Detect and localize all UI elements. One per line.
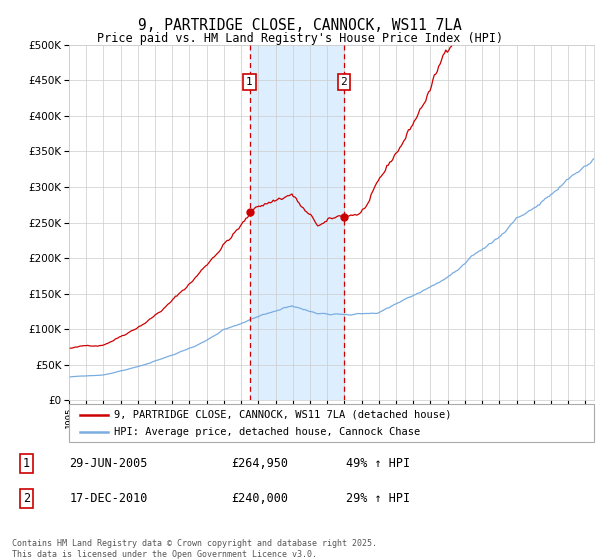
Text: 9, PARTRIDGE CLOSE, CANNOCK, WS11 7LA (detached house): 9, PARTRIDGE CLOSE, CANNOCK, WS11 7LA (d… bbox=[113, 409, 451, 419]
Text: 1: 1 bbox=[246, 77, 253, 87]
FancyBboxPatch shape bbox=[69, 404, 594, 442]
Text: 2: 2 bbox=[23, 492, 30, 505]
Text: £240,000: £240,000 bbox=[231, 492, 288, 505]
Text: 29% ↑ HPI: 29% ↑ HPI bbox=[346, 492, 410, 505]
Text: Contains HM Land Registry data © Crown copyright and database right 2025.
This d: Contains HM Land Registry data © Crown c… bbox=[12, 539, 377, 559]
Text: 2: 2 bbox=[340, 77, 347, 87]
Text: Price paid vs. HM Land Registry's House Price Index (HPI): Price paid vs. HM Land Registry's House … bbox=[97, 32, 503, 45]
Text: 49% ↑ HPI: 49% ↑ HPI bbox=[346, 457, 410, 470]
Text: £264,950: £264,950 bbox=[231, 457, 288, 470]
Text: 9, PARTRIDGE CLOSE, CANNOCK, WS11 7LA: 9, PARTRIDGE CLOSE, CANNOCK, WS11 7LA bbox=[138, 18, 462, 33]
Text: 17-DEC-2010: 17-DEC-2010 bbox=[70, 492, 148, 505]
Text: HPI: Average price, detached house, Cannock Chase: HPI: Average price, detached house, Cann… bbox=[113, 427, 420, 437]
Text: 29-JUN-2005: 29-JUN-2005 bbox=[70, 457, 148, 470]
Text: 1: 1 bbox=[23, 457, 30, 470]
Bar bbox=[250, 45, 344, 400]
